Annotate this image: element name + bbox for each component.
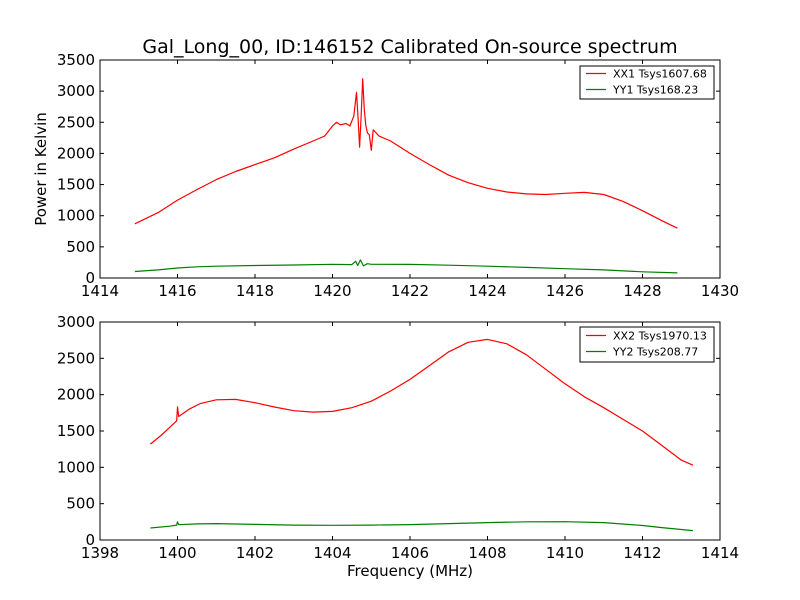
- bottom-x-tick-label: 1412: [623, 544, 661, 562]
- top-x-tick-label: 1428: [623, 282, 661, 300]
- bottom-x-tick-label: 1402: [236, 544, 274, 562]
- bottom-x-tick-label: 1400: [158, 544, 196, 562]
- bottom-series-line-yy: [150, 521, 693, 532]
- top-x-tick-label: 1420: [313, 282, 351, 300]
- top-series-line-yy: [134, 259, 678, 274]
- chart-title: Gal_Long_00, ID:146152 Calibrated On-sou…: [142, 36, 677, 58]
- bottom-x-tick-label: 1406: [391, 544, 429, 562]
- bottom-x-tick-label: 1414: [701, 544, 739, 562]
- top-x-tick-label: 1416: [158, 282, 196, 300]
- top-y-tick-label: 3000: [57, 82, 95, 100]
- bottom-x-tick-label: 1404: [313, 544, 351, 562]
- top-ticks-group: 1414 1416 1418 1420 1422 1424 1426 1428 1430 0 500…: [57, 51, 739, 300]
- top-x-tick-label: 1422: [391, 282, 429, 300]
- top-y-tick-label: 1000: [57, 207, 95, 225]
- bottom-legend-label-yy2: YY2 Tsys208.77: [612, 346, 698, 359]
- bottom-legend-label-xx2: XX2 Tsys1970.13: [613, 330, 707, 343]
- top-legend: XX1 Tsys1607.68 YY1 Tsys168.23: [579, 65, 715, 100]
- top-series-line-xx: [134, 78, 678, 229]
- bottom-series-group: [150, 338, 694, 532]
- bottom-y-tick-label: 2500: [57, 349, 95, 367]
- bottom-y-tick-label: 0: [85, 531, 95, 549]
- top-series-group: [134, 78, 678, 274]
- bottom-y-tick-label: 3000: [57, 313, 95, 331]
- top-x-tick-label: 1414: [81, 282, 119, 300]
- top-y-tick-label: 3500: [57, 51, 95, 69]
- top-y-tick-label: 2000: [57, 144, 95, 162]
- top-y-axis-label: Power in Kelvin: [32, 112, 50, 226]
- bottom-axes-frame: [99, 321, 721, 541]
- top-x-tick-label: 1426: [546, 282, 584, 300]
- top-x-tick-label: 1430: [701, 282, 739, 300]
- top-panel: Power in Kelvin 1414 1416 1418 1420 1422 1424…: [32, 51, 739, 300]
- bottom-x-tick-label: 1408: [468, 544, 506, 562]
- bottom-y-tick-label: 1000: [57, 458, 95, 476]
- top-y-tick-label: 0: [85, 269, 95, 287]
- bottom-y-tick-label: 1500: [57, 422, 95, 440]
- bottom-x-tick-label: 1410: [546, 544, 584, 562]
- top-legend-box: [579, 65, 715, 100]
- bottom-x-tick-label: 1398: [81, 544, 119, 562]
- bottom-panel: Frequency (MHz) 1398 1400 1402 1404 1406 1408…: [57, 313, 739, 580]
- bottom-legend: XX2 Tsys1970.13 YY2 Tsys208.77: [579, 326, 715, 363]
- top-axes-frame: [99, 59, 721, 279]
- top-x-tick-label: 1424: [468, 282, 506, 300]
- top-legend-label-yy1: YY1 Tsys168.23: [612, 84, 698, 97]
- top-y-tick-label: 2500: [57, 113, 95, 131]
- bottom-y-tick-label: 500: [66, 495, 95, 513]
- top-legend-label-xx1: XX1 Tsys1607.68: [613, 68, 707, 81]
- bottom-x-axis-label: Frequency (MHz): [347, 562, 473, 580]
- top-x-tick-label: 1418: [236, 282, 274, 300]
- top-y-tick-label: 500: [66, 238, 95, 256]
- bottom-legend-box: [579, 326, 715, 363]
- bottom-series-line-xx: [150, 338, 694, 466]
- top-y-tick-label: 1500: [57, 176, 95, 194]
- bottom-y-tick-label: 2000: [57, 386, 95, 404]
